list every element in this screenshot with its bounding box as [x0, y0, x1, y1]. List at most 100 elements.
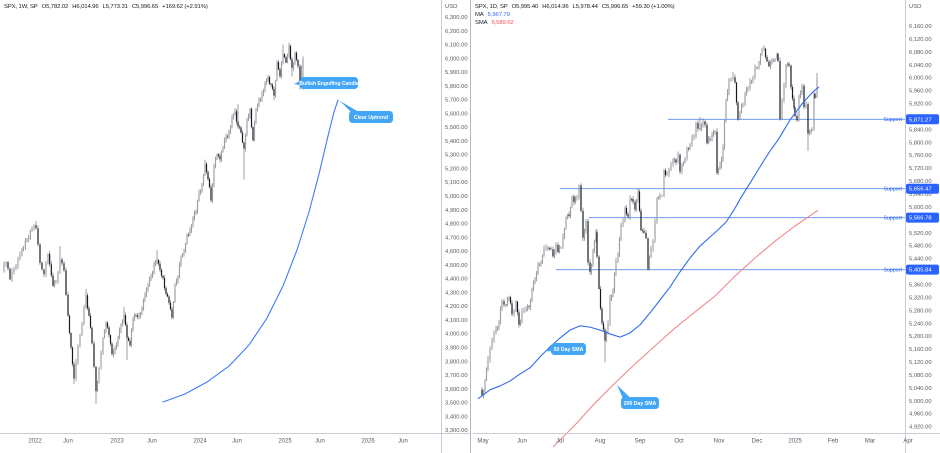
- close-value: C5,996.65: [601, 4, 629, 10]
- daily-chart-canvas[interactable]: Support Support Support Support USD 6,160.00 6…: [470, 0, 940, 453]
- y-axis-label: 6,200.00: [445, 29, 468, 35]
- trend-curve[interactable]: [162, 99, 339, 403]
- candle-body: [503, 301, 505, 305]
- y-axis-label: 3,700.00: [445, 373, 468, 379]
- candle-body: [220, 151, 223, 160]
- candle-body: [717, 168, 720, 174]
- weekly-chart-legend[interactable]: SPX, 1W, SP O5,782.02 H6,014.96 L5,773.31 C5…: [4, 3, 212, 11]
- candle-body: [728, 78, 730, 92]
- candle-body: [111, 343, 113, 355]
- y-axis-label: 4,920.00: [909, 425, 932, 431]
- ma-line-fast[interactable]: [477, 86, 820, 400]
- candle-body: [509, 297, 512, 304]
- x-axis-label: Jun: [398, 439, 408, 445]
- candle-body: [521, 311, 523, 321]
- candle-body: [109, 335, 112, 344]
- candle-body: [764, 48, 767, 57]
- candle-body: [172, 301, 175, 318]
- y-axis-label: 5,680.00: [909, 179, 932, 185]
- candle-body: [232, 113, 235, 118]
- candle-body: [148, 279, 151, 286]
- candle-body: [558, 247, 561, 253]
- candle-body: [186, 234, 188, 244]
- callout[interactable]: [300, 77, 358, 89]
- candle-body: [814, 93, 816, 99]
- candle-body: [562, 236, 564, 248]
- candle-body: [585, 221, 587, 232]
- y-axis-label: 5,720.00: [909, 166, 932, 172]
- candle-body: [531, 288, 533, 301]
- price-badge-value: 5,871.27: [909, 117, 932, 123]
- candle-body: [282, 53, 284, 64]
- candle-body: [138, 315, 140, 317]
- candle-body: [280, 63, 283, 77]
- candle-body: [538, 264, 541, 266]
- candle-body: [204, 163, 206, 176]
- support-label: Support: [883, 117, 902, 123]
- candle-body: [590, 264, 593, 272]
- candle-body: [739, 112, 741, 120]
- candle-body: [75, 361, 77, 379]
- callout-tail: [294, 80, 301, 86]
- candle-body: [659, 195, 661, 198]
- y-axis-label: 5,920.00: [909, 102, 932, 108]
- y-axis-label: 4,800.00: [445, 222, 468, 228]
- candle-body: [68, 315, 71, 333]
- candle-body: [250, 108, 253, 128]
- y-axis-label: 5,160.00: [909, 347, 932, 353]
- candle-body: [121, 321, 124, 325]
- candle-body: [162, 275, 164, 278]
- candle-body: [43, 269, 45, 275]
- symbol-label: SPX, 1D, SP: [475, 4, 508, 10]
- candle-body: [573, 196, 575, 203]
- candle-body: [481, 389, 483, 395]
- candle-body: [482, 390, 485, 395]
- candle-body: [776, 53, 778, 59]
- candle-body: [63, 263, 65, 271]
- candle-body: [174, 284, 176, 302]
- candle-body: [493, 332, 495, 341]
- symbol-label: SPX, 1W, SP: [4, 4, 38, 10]
- ma-line-slow[interactable]: [552, 209, 819, 448]
- candle-body: [217, 154, 220, 156]
- callout[interactable]: [551, 343, 586, 355]
- candle-body: [127, 337, 130, 341]
- candle-body: [612, 289, 614, 295]
- daily-chart-legend[interactable]: SPX, 1D, SP O5,995.40 H6,014.96 L5,978.44 C5…: [475, 3, 679, 27]
- callout[interactable]: [621, 397, 659, 409]
- candle-body: [641, 230, 644, 231]
- x-axis-label: Aug: [595, 439, 606, 445]
- candle-body: [124, 314, 127, 325]
- y-axis-label: 6,100.00: [445, 43, 468, 49]
- candle-body: [52, 275, 54, 286]
- candle-body: [237, 121, 239, 127]
- candle-body: [156, 259, 158, 262]
- candle-body: [252, 127, 254, 141]
- candle-body: [682, 162, 685, 164]
- candle-body: [793, 98, 795, 108]
- candle-body: [523, 310, 525, 312]
- y-axis-label: 5,400.00: [445, 139, 468, 145]
- candle-body: [223, 140, 226, 149]
- candle-body: [91, 327, 93, 344]
- candle-body: [602, 323, 605, 330]
- candle-body: [677, 154, 679, 163]
- candle-body: [274, 80, 277, 96]
- weekly-chart-canvas[interactable]: USD 6,300.00 6,200.00 6,100.00 6,000.00 5,900…: [0, 0, 470, 453]
- candle-body: [102, 337, 104, 353]
- y-axis-label: 5,440.00: [909, 257, 932, 263]
- candle-body: [154, 261, 157, 265]
- candle-body: [697, 122, 699, 129]
- candle-body: [484, 380, 486, 391]
- candle-body: [643, 230, 645, 233]
- candle-body: [295, 52, 298, 60]
- candle-body: [534, 279, 536, 283]
- change-value: +59.30 (+1.00%): [632, 4, 675, 10]
- y-axis-label: 5,500.00: [445, 125, 468, 131]
- y-axis-label: 4,000.00: [445, 332, 468, 338]
- candle-body: [120, 324, 122, 331]
- x-axis-label: 2024: [193, 439, 207, 445]
- candle-body: [133, 314, 136, 320]
- callout[interactable]: [349, 111, 393, 123]
- candle-body: [489, 348, 491, 360]
